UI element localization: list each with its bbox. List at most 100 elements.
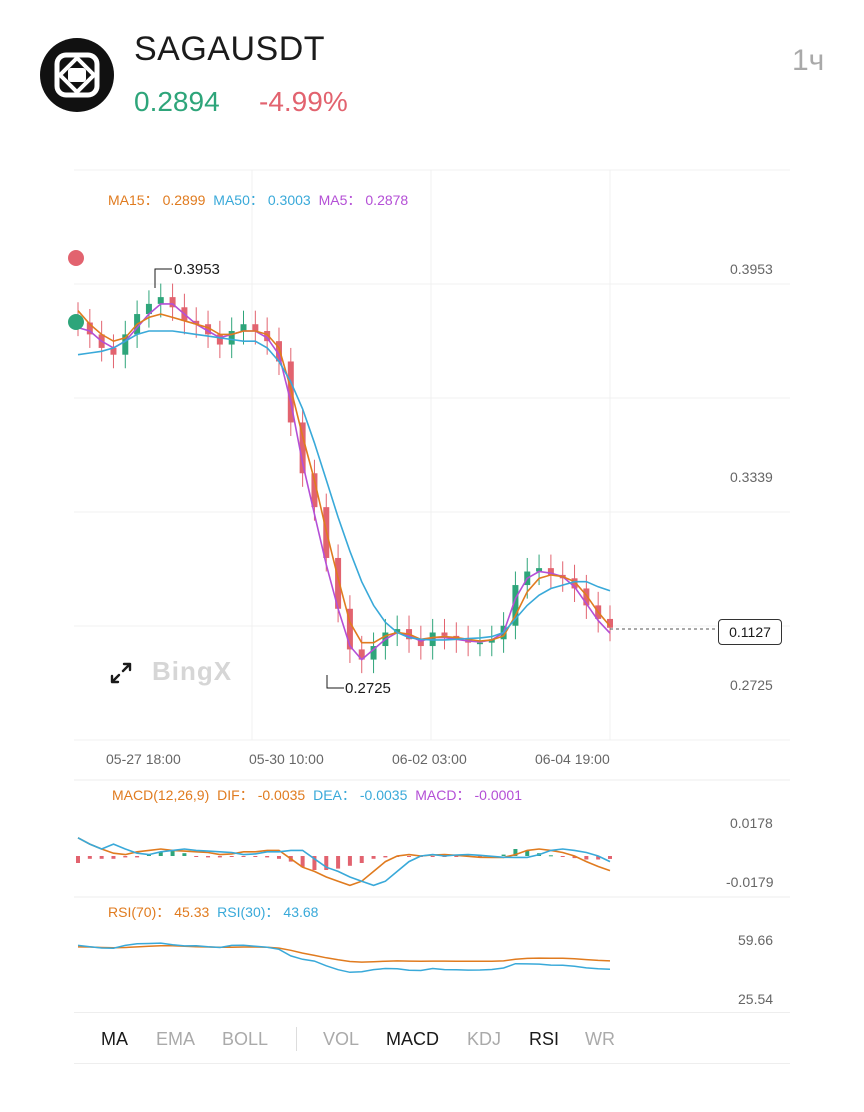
tab-divider	[296, 1027, 297, 1051]
macd-histogram-bar	[265, 856, 270, 858]
macd-histogram-bar	[217, 856, 222, 858]
macd-panel	[76, 837, 612, 887]
expand-arrows-icon[interactable]	[108, 660, 134, 686]
macd-histogram-bar	[99, 856, 104, 859]
pair-symbol: SAGAUSDT	[134, 30, 326, 68]
high-price-marker: 0.3953	[174, 261, 220, 278]
saga-logo-icon	[40, 38, 114, 112]
macd-histogram-bar	[241, 856, 246, 857]
sell-marker-icon	[68, 250, 84, 266]
macd-dea-line	[77, 837, 611, 887]
candle-body	[311, 473, 318, 508]
macd-histogram-bar	[430, 856, 435, 857]
ma-lines	[77, 303, 611, 661]
macd-histogram-bar	[608, 856, 612, 859]
ma5-value: 0.2878	[365, 192, 409, 208]
macd-histogram-bar	[371, 856, 376, 859]
candle-body	[335, 557, 342, 609]
candle-body	[110, 347, 117, 355]
candle-body	[488, 639, 495, 643]
x-axis-label: 05-27 18:00	[106, 751, 181, 767]
ma-line-ma50	[77, 330, 611, 641]
candle-body	[252, 324, 259, 331]
macd-histogram-bar	[111, 856, 116, 859]
dif-label: DIF：	[217, 787, 254, 803]
candle-body	[370, 646, 377, 660]
candle-body	[216, 334, 223, 345]
macd-histogram-bar	[135, 856, 140, 858]
candle-body	[287, 361, 294, 423]
macd-histogram-bar	[336, 856, 341, 869]
candle-body	[228, 330, 235, 345]
rsi30-value: 43.68	[283, 904, 319, 920]
low-price-marker: 0.2725	[345, 680, 391, 697]
candle-body	[145, 303, 152, 315]
candle-body	[205, 324, 212, 335]
macd-histogram-bar	[229, 856, 234, 857]
candle-body	[536, 568, 543, 572]
y-axis-label: 0.3953	[730, 261, 773, 277]
candle-body	[193, 320, 200, 325]
ma50-value: 0.3003	[267, 192, 311, 208]
tab-vol[interactable]: VOL	[323, 1029, 360, 1049]
tab-rsi[interactable]: RSI	[529, 1029, 560, 1049]
candle-body	[394, 629, 401, 633]
candle-body	[583, 588, 590, 606]
macd-histogram-bar	[513, 849, 518, 856]
tab-wr[interactable]: WR	[585, 1029, 615, 1049]
macd-histogram-bar	[158, 851, 163, 856]
candle-body	[275, 341, 282, 362]
rsi70-label: RSI(70)：	[108, 904, 171, 920]
macd-dif-line	[77, 837, 611, 887]
tab-ema[interactable]: EMA	[156, 1029, 196, 1049]
indicator-tabs: MA EMA BOLL VOL MACD KDJ RSI WR	[74, 1012, 790, 1064]
macd-histogram-bar	[300, 856, 305, 868]
macd-histogram-bar	[87, 856, 92, 859]
macd-y-label: -0.0179	[726, 874, 774, 890]
candle-body	[512, 585, 519, 626]
candle-body	[346, 608, 353, 650]
macd-histogram-bar	[276, 856, 281, 859]
candle-body	[240, 324, 247, 331]
macd-histogram-bar	[454, 856, 459, 857]
macd-histogram-bar	[182, 853, 187, 856]
candle-body	[571, 578, 578, 589]
rsi-y-label: 59.66	[738, 932, 774, 948]
macd-histogram-bar	[383, 856, 388, 858]
low-marker-line	[326, 675, 344, 689]
interval-selector[interactable]: 1ч	[792, 44, 825, 77]
buy-marker-icon	[68, 314, 84, 330]
x-axis-label: 06-04 19:00	[535, 751, 610, 767]
macd-histogram-bar	[324, 856, 329, 870]
tab-ma[interactable]: MA	[101, 1029, 128, 1049]
macd-histogram-bar	[501, 854, 506, 856]
candle-body	[299, 422, 306, 474]
tab-macd[interactable]: MACD	[386, 1029, 439, 1049]
macd-histogram-bar	[170, 850, 175, 856]
macd-y-label: 0.0178	[730, 815, 773, 831]
current-price-tag[interactable]: 0.1127	[718, 619, 782, 645]
ma-line-ma15	[77, 310, 611, 644]
candle-body	[264, 330, 271, 342]
ma15-label: MA15：	[108, 192, 159, 208]
ma50-label: MA50：	[213, 192, 264, 208]
macd-legend: MACD(12,26,9) DIF： -0.0035 DEA： -0.0035 MA…	[112, 785, 526, 805]
macd-histogram-bar	[123, 856, 128, 858]
macd-histogram-bar	[584, 856, 589, 860]
grid-lines	[74, 169, 790, 898]
ma5-label: MA5：	[318, 192, 362, 208]
candle-body	[169, 297, 176, 308]
macd-params: MACD(12,26,9)	[112, 787, 210, 803]
tab-boll[interactable]: BOLL	[222, 1029, 269, 1049]
dea-value: -0.0035	[359, 787, 408, 803]
macd-value: -0.0001	[474, 787, 522, 803]
macd-label: MACD：	[415, 787, 471, 803]
macd-histogram-bar	[194, 856, 199, 857]
macd-histogram-bar	[560, 856, 565, 857]
y-axis-label: 0.2725	[730, 677, 773, 693]
tab-kdj[interactable]: KDJ	[467, 1029, 502, 1049]
candle-body	[441, 632, 448, 636]
high-marker-line	[154, 268, 172, 288]
candle-body	[86, 322, 93, 335]
